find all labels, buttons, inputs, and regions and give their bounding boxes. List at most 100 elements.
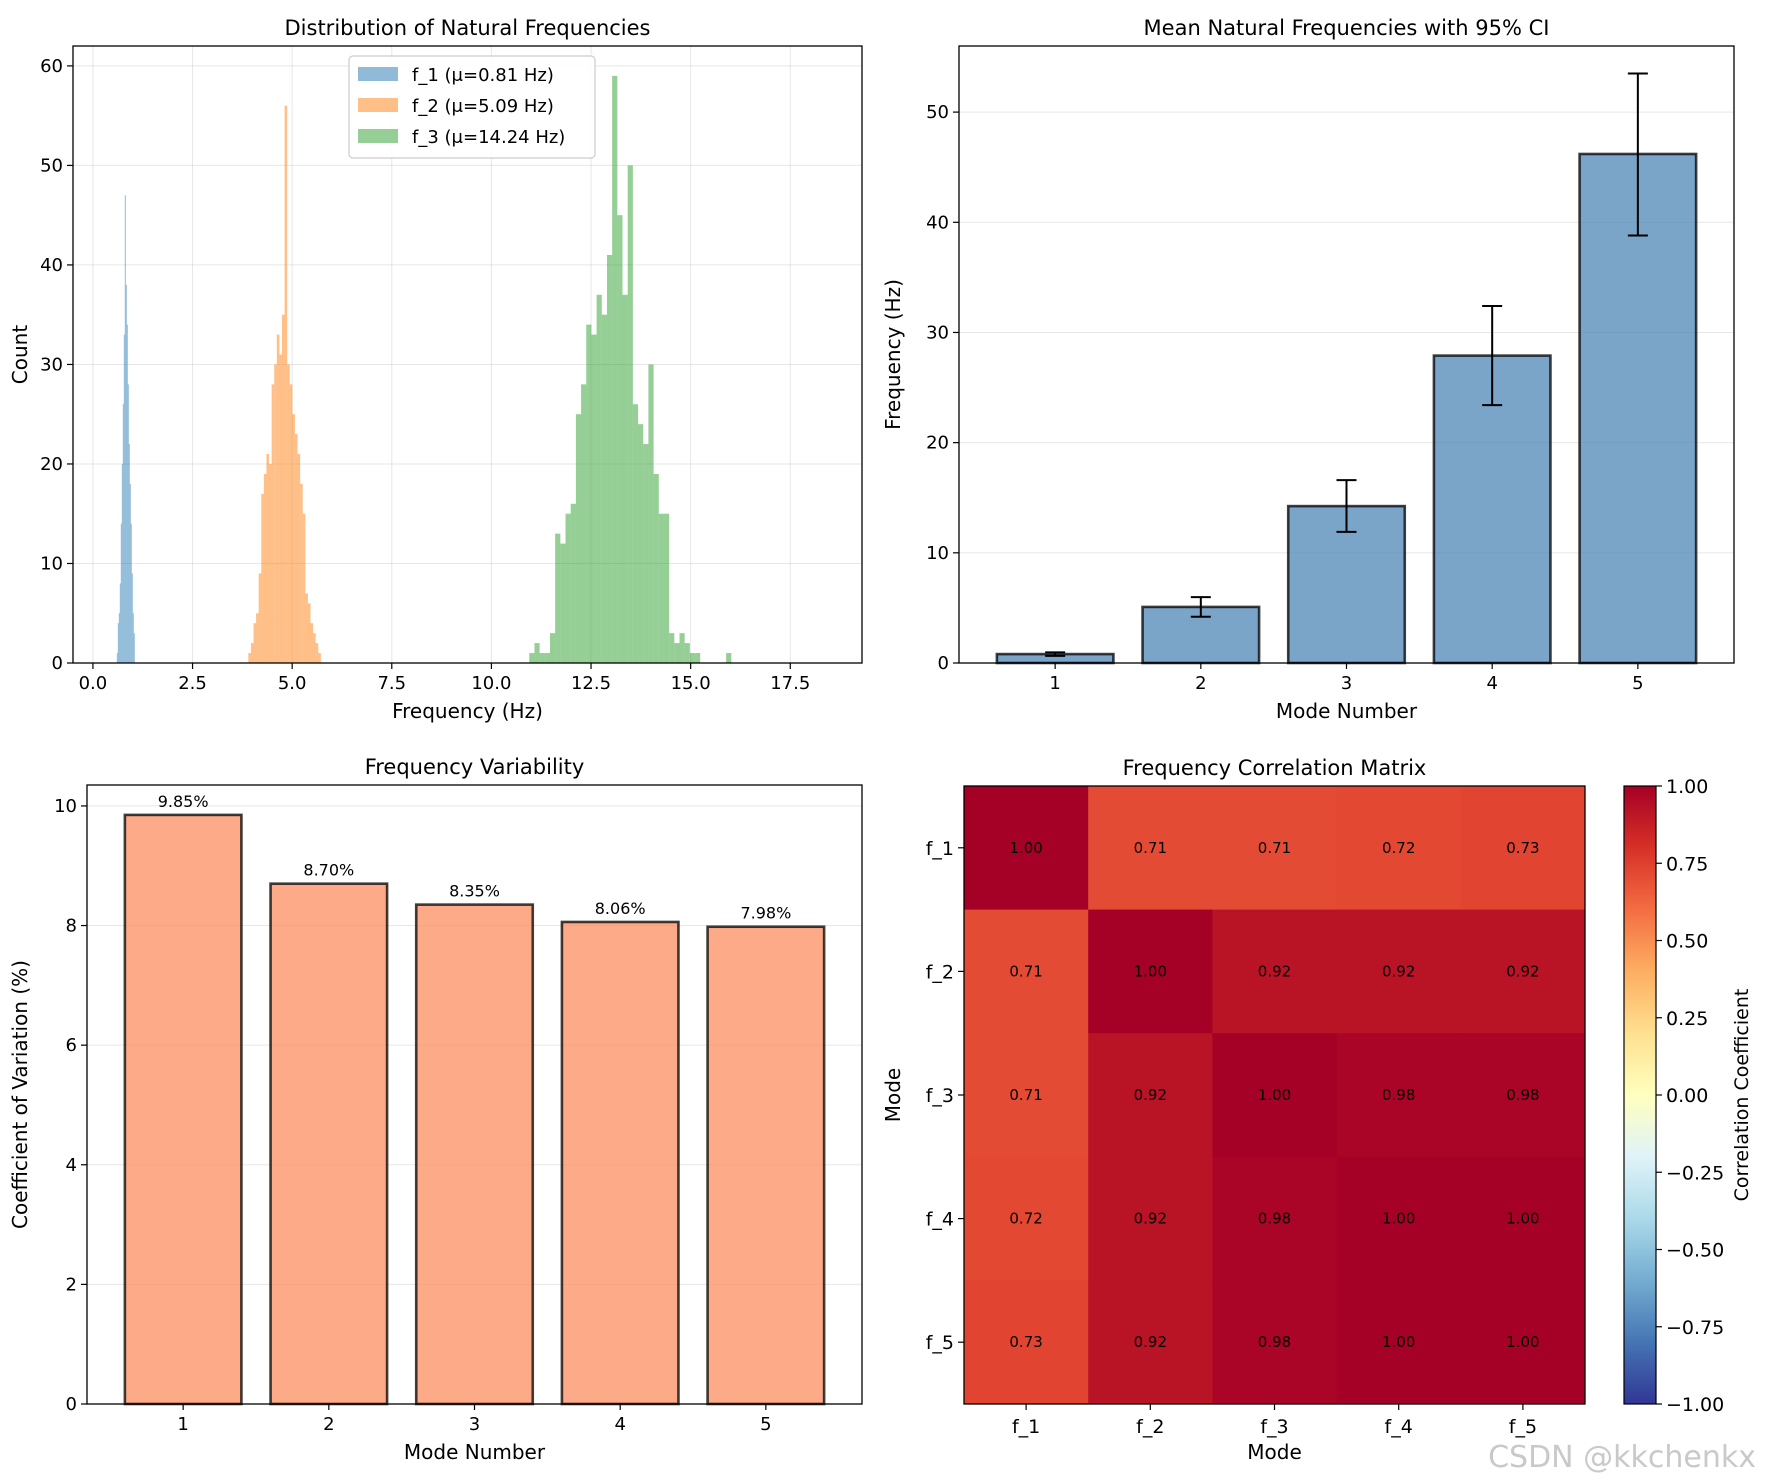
colorbar-tick-label: −0.50 [1666, 1240, 1724, 1262]
heatmap-cell [1460, 786, 1586, 911]
histogram-bar-1 [121, 463, 123, 663]
y-tick-label: 0 [66, 1394, 77, 1415]
histogram-bar-3 [539, 653, 545, 663]
y-axis-label: Mode [881, 1068, 905, 1123]
heatmap-cell-label: 1.00 [1134, 962, 1167, 980]
heatmap-cell-label: 0.98 [1258, 1210, 1291, 1228]
histogram-bar-1 [117, 623, 119, 663]
histogram-bar-3 [658, 513, 664, 663]
heatmap-cell-label: 0.71 [1134, 839, 1167, 857]
heatmap-cell-label: 0.72 [1382, 839, 1415, 857]
heatmap-cell [1336, 1280, 1462, 1405]
histogram-bar-3 [648, 364, 654, 663]
x-tick-label: 12.5 [571, 673, 611, 694]
histogram-bar-3 [596, 294, 602, 663]
histogram-bar-3 [529, 653, 535, 663]
chart-title: Frequency Correlation Matrix [1123, 756, 1427, 780]
histogram-bar-2 [305, 593, 308, 663]
histogram-bar-3 [679, 633, 685, 663]
x-tick-label: 1 [1049, 673, 1060, 694]
histogram-bar-2 [250, 643, 254, 663]
histogram-bar-2 [261, 493, 264, 663]
cv-bar [123, 813, 243, 1406]
heatmap-cell-label: 0.92 [1134, 1333, 1167, 1351]
heatmap-cell-label: 0.98 [1382, 1086, 1415, 1104]
x-tick-label: 0.0 [79, 673, 108, 694]
x-tick-label: 5 [1632, 673, 1643, 694]
y-tick-label: 4 [66, 1155, 77, 1176]
histogram-bar-3 [669, 633, 675, 663]
histogram-bar-2 [266, 454, 270, 663]
cv-data-label: 7.98% [740, 904, 791, 923]
legend-label: f_1 (μ=0.81 Hz) [412, 65, 554, 86]
histogram-bar-3 [601, 314, 607, 663]
x-tick-label: 1 [177, 1414, 188, 1435]
heatmap-cell-label: 0.92 [1382, 962, 1415, 980]
histogram-bar-2 [310, 623, 314, 663]
heatmap-cell [1336, 909, 1462, 1034]
heatmap-cell-label: 0.98 [1506, 1086, 1539, 1104]
x-axis-label: Mode Number [404, 1440, 546, 1464]
histogram-bar-1 [133, 633, 135, 663]
histogram-bar-2 [269, 463, 272, 663]
variability-panel: 0 2 4 6 8 10 9.85% 8.70% 8.35% 8.06% 7.98% 1 2 3 4 5 Fre… [8, 755, 863, 1464]
heatmap-cell [1088, 1033, 1213, 1158]
heatmap-cell-label: 0.92 [1134, 1086, 1167, 1104]
x-axis-label: Frequency (Hz) [392, 699, 543, 723]
colorbar-tick-label: 1.00 [1666, 776, 1708, 798]
histogram-bar-3 [544, 653, 550, 663]
histogram-bar-2 [315, 643, 319, 663]
y-tick-label: 6 [66, 1035, 77, 1056]
legend-swatch [358, 67, 398, 81]
axes-frame [958, 45, 1735, 664]
x-tick-label: f_4 [1385, 1416, 1413, 1438]
y-axis-label: Coefficient of Variation (%) [8, 960, 32, 1229]
x-tick-label: 10.0 [471, 673, 511, 694]
x-tick-label: 4 [1486, 673, 1497, 694]
y-axis-label: Count [8, 325, 32, 385]
heatmap-cell [1088, 786, 1213, 911]
histogram-bar-1 [124, 195, 126, 663]
heatmap-cell [1212, 1033, 1338, 1158]
histogram-bar-3 [606, 254, 613, 663]
histogram-bar-2 [282, 314, 285, 663]
mean-bar [1432, 354, 1552, 665]
histogram-bar-3 [663, 513, 670, 663]
histogram-bar-1 [120, 523, 122, 663]
cv-data-label: 8.70% [303, 861, 354, 880]
histogram-bar-3 [617, 215, 623, 663]
legend-swatch [358, 98, 398, 112]
heatmap-cell [1212, 1156, 1338, 1281]
y-tick-label: f_1 [926, 838, 954, 860]
histogram-bar-3 [622, 294, 628, 663]
heatmap-cell [1088, 1280, 1213, 1405]
colorbar-tick-label: 0.75 [1666, 853, 1708, 875]
heatmap-cell-label: 0.92 [1134, 1210, 1167, 1228]
x-tick-label: 17.5 [770, 673, 810, 694]
legend-label: f_2 (μ=5.09 Hz) [412, 96, 554, 117]
y-tick-label: 20 [40, 454, 63, 475]
heatmap-cell-label: 0.71 [1009, 1086, 1042, 1104]
histogram-bar-3 [555, 533, 561, 663]
x-tick-label: 2 [1195, 673, 1206, 694]
y-tick-label: 30 [40, 354, 63, 375]
heatmap-cell-label: 0.92 [1258, 962, 1291, 980]
x-tick-label: 5.0 [278, 673, 307, 694]
x-tick-label: 4 [614, 1414, 625, 1435]
cv-bar [269, 882, 389, 1406]
y-tick-label: 10 [40, 553, 63, 574]
histogram-bar-3 [638, 424, 644, 663]
histogram-bar-2 [248, 653, 251, 663]
histogram-bar-2 [253, 623, 257, 663]
heatmap-cell [964, 786, 1089, 911]
y-axis-label: Frequency (Hz) [881, 279, 905, 430]
histogram-bar-1 [127, 384, 129, 663]
heatmap-cell [1460, 1156, 1586, 1281]
heatmap-cell [1336, 1156, 1462, 1281]
heatmap-cell [1212, 1280, 1338, 1405]
heatmap-cell-label: 0.73 [1009, 1333, 1042, 1351]
histogram-bar-2 [287, 364, 290, 663]
legend-swatch [358, 129, 398, 143]
x-tick-label: f_3 [1260, 1416, 1288, 1438]
cv-data-label: 8.35% [449, 882, 500, 901]
